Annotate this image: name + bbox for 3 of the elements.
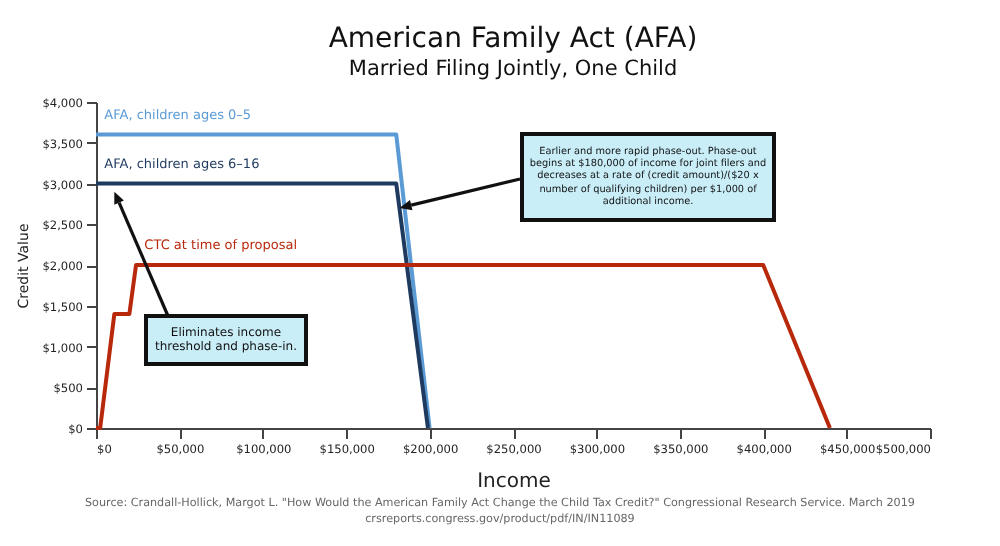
chart-subtitle: Married Filing Jointly, One Child [348,57,678,81]
x-axis-title: Income [477,470,551,493]
chart-title: American Family Act (AFA) [328,23,698,55]
